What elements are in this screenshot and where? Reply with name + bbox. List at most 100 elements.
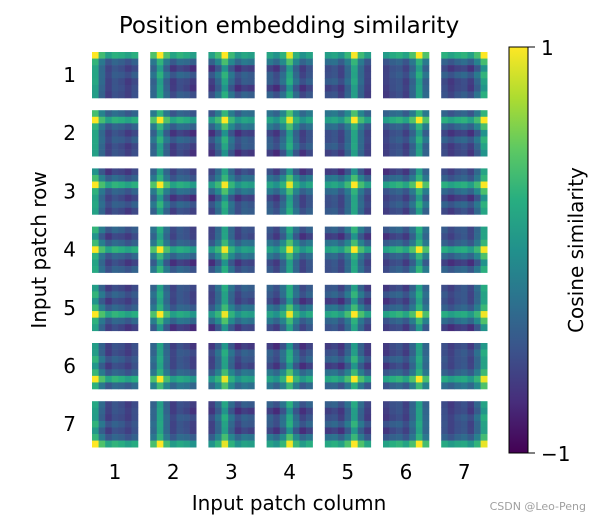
tile-cell bbox=[454, 52, 462, 59]
tile-cell bbox=[273, 382, 281, 390]
tile-cell bbox=[364, 123, 372, 131]
tile-cell bbox=[92, 246, 99, 254]
tile-cell bbox=[169, 58, 177, 66]
tile-cell bbox=[169, 349, 177, 357]
tile-cell bbox=[415, 349, 423, 357]
tile-cell bbox=[214, 297, 222, 305]
tile-cell bbox=[402, 129, 410, 137]
tile-cell bbox=[247, 143, 255, 150]
tile-r1-c7 bbox=[441, 52, 488, 99]
tile-r7-c1 bbox=[92, 401, 139, 448]
tile-cell bbox=[364, 259, 372, 267]
tile-cell bbox=[447, 343, 455, 350]
tile-cell bbox=[467, 317, 475, 325]
tile-cell bbox=[273, 369, 281, 377]
tile-cell bbox=[324, 207, 332, 215]
tile-cell bbox=[480, 239, 488, 247]
tile-cell bbox=[357, 311, 365, 318]
tile-cell bbox=[331, 181, 339, 189]
tile-cell bbox=[189, 420, 197, 428]
x-axis-label: Input patch column bbox=[192, 491, 387, 515]
tile-cell bbox=[286, 297, 294, 305]
tile-cell bbox=[460, 362, 468, 370]
tile-cell bbox=[454, 317, 462, 325]
tile-cell bbox=[286, 356, 294, 364]
tile-cell bbox=[163, 246, 171, 254]
tile-cell bbox=[306, 58, 313, 66]
tile-cell bbox=[286, 382, 294, 390]
tile-cell bbox=[337, 91, 345, 99]
tile-cell bbox=[105, 349, 113, 357]
tile-cell bbox=[118, 382, 126, 390]
tile-cell bbox=[118, 181, 126, 189]
tile-cell bbox=[266, 201, 274, 209]
tile-cell bbox=[447, 52, 455, 59]
tile-cell bbox=[299, 84, 307, 92]
tile-cell bbox=[389, 188, 397, 195]
tile-cell bbox=[176, 136, 184, 144]
tile-cell bbox=[415, 434, 423, 441]
tile-cell bbox=[214, 168, 222, 176]
tile-cell bbox=[247, 65, 255, 73]
tile-cell bbox=[409, 129, 417, 137]
tile-cell bbox=[189, 149, 197, 157]
tile-cell bbox=[92, 52, 99, 59]
tile-cell bbox=[467, 375, 475, 383]
tile-cell bbox=[169, 91, 177, 99]
tile-cell bbox=[337, 407, 345, 415]
tile-cell bbox=[402, 91, 410, 99]
tile-cell bbox=[131, 343, 139, 350]
tile-cell bbox=[131, 349, 139, 357]
tile-cell bbox=[331, 58, 339, 66]
tile-cell bbox=[228, 311, 235, 318]
tile-cell bbox=[389, 58, 397, 66]
tile-cell bbox=[208, 149, 216, 157]
tile-cell bbox=[357, 304, 365, 312]
tile-cell bbox=[92, 324, 99, 332]
tile-cell bbox=[189, 266, 197, 273]
tile-cell bbox=[337, 239, 345, 247]
tile-cell bbox=[183, 252, 190, 260]
tile-cell bbox=[441, 349, 449, 357]
tile-cell bbox=[150, 58, 158, 66]
tile-cell bbox=[273, 427, 281, 435]
tile-cell bbox=[396, 297, 404, 305]
tile-cell bbox=[156, 201, 164, 209]
tile-cell bbox=[389, 304, 397, 312]
tile-cell bbox=[460, 266, 468, 273]
tile-cell bbox=[273, 252, 281, 260]
tile-cell bbox=[389, 143, 397, 150]
tile-cell bbox=[221, 343, 229, 350]
tile-cell bbox=[241, 356, 249, 364]
tile-cell bbox=[105, 343, 113, 350]
tile-cell bbox=[118, 207, 126, 215]
tile-cell bbox=[402, 259, 410, 267]
tile-cell bbox=[441, 65, 449, 73]
tile-cell bbox=[98, 143, 106, 150]
tile-cell bbox=[324, 78, 332, 86]
tile-cell bbox=[124, 266, 132, 273]
tile-cell bbox=[383, 188, 390, 195]
tile-cell bbox=[228, 52, 235, 59]
tile-cell bbox=[474, 181, 481, 189]
tile-cell bbox=[273, 71, 281, 79]
tile-cell bbox=[176, 343, 184, 350]
tile-cell bbox=[357, 246, 365, 254]
tile-cell bbox=[247, 304, 255, 312]
tile-cell bbox=[415, 297, 423, 305]
tile-cell bbox=[163, 143, 171, 150]
tile-cell bbox=[131, 71, 139, 79]
tile-cell bbox=[402, 174, 410, 182]
tile-cell bbox=[337, 136, 345, 144]
tile-cell bbox=[150, 311, 158, 318]
tile-cell bbox=[383, 414, 390, 422]
tile-cell bbox=[447, 110, 455, 118]
tile-r2-c4 bbox=[266, 110, 313, 157]
tile-cell bbox=[221, 233, 229, 241]
tile-cell bbox=[299, 414, 307, 422]
tile-cell bbox=[409, 375, 417, 383]
tile-cell bbox=[118, 440, 126, 448]
tile-cell bbox=[98, 129, 106, 137]
tile-cell bbox=[183, 317, 190, 325]
tile-cell bbox=[169, 52, 177, 59]
